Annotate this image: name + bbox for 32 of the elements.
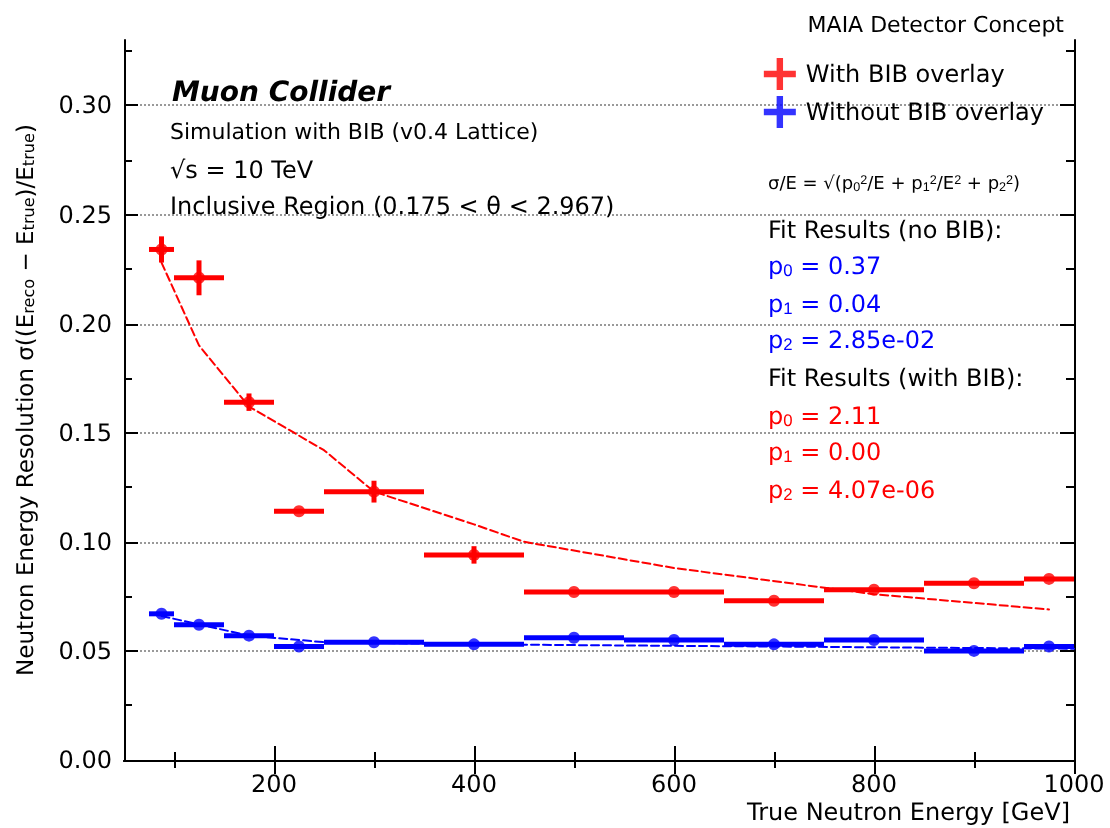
y-tick-label: 0.20 xyxy=(58,309,112,338)
annotation: p1 = 0.04 xyxy=(768,289,882,318)
x-tick-label: 1000 xyxy=(1043,770,1105,798)
y-tick-label: 0.05 xyxy=(58,636,112,665)
annotation: p2 = 4.07e-06 xyxy=(768,475,936,504)
annotation: Fit Results (with BIB): xyxy=(768,363,1024,392)
legend-label: Without BIB overlay xyxy=(805,98,1045,126)
annotation: p1 = 0.00 xyxy=(768,437,882,466)
point xyxy=(193,271,205,284)
y-tick-label: 0.00 xyxy=(58,746,112,774)
annotation: p0 = 0.37 xyxy=(768,251,882,280)
y-tick-label: 0.30 xyxy=(58,91,112,120)
annotation: Fit Results (no BIB): xyxy=(768,215,1003,244)
x-tick-label: 200 xyxy=(251,770,297,798)
annotation: Simulation with BIB (v0.4 Lattice) xyxy=(170,118,539,145)
annotation: √s = 10 TeV xyxy=(170,155,315,184)
y-axis-title: Neutron Energy Resolution σ((Ereco − Etrue)/Etrue) xyxy=(10,124,39,676)
x-tick-label: 600 xyxy=(651,770,697,798)
legend-label: With BIB overlay xyxy=(805,60,1005,88)
annotation: p2 = 2.85e-02 xyxy=(768,325,936,354)
x-tick-label: 400 xyxy=(451,770,497,798)
x-axis-title: True Neutron Energy [GeV] xyxy=(745,798,1070,826)
x-tick-label: 800 xyxy=(851,770,897,798)
annotation: Muon Collider xyxy=(172,77,393,110)
annotation: Inclusive Region (0.175 < θ < 2.967) xyxy=(170,191,615,220)
y-tick-label: 0.25 xyxy=(58,200,112,229)
annotation: p0 = 2.11 xyxy=(768,401,882,430)
chart-title: MAIA Detector Concept xyxy=(807,12,1066,38)
point xyxy=(155,243,168,256)
y-tick-label: 0.10 xyxy=(58,527,112,556)
y-tick-label: 0.15 xyxy=(58,418,112,447)
point xyxy=(368,485,380,498)
